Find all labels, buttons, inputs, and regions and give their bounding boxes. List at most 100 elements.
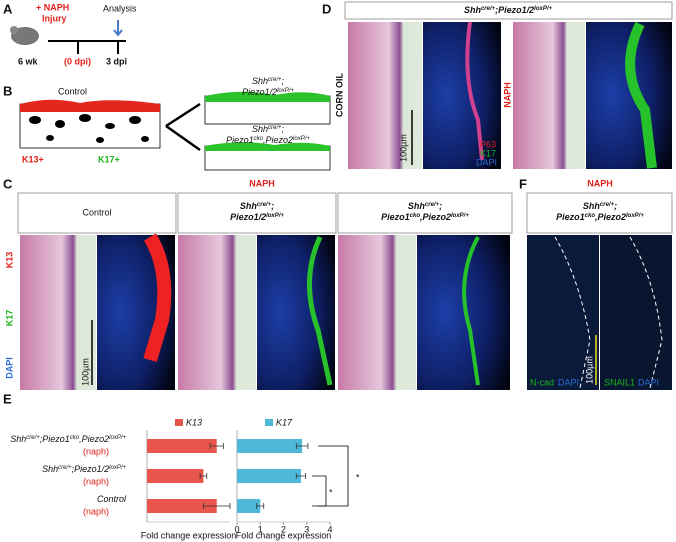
row-label: Shhcre/+;Piezo1cko,Piezo2loxP/+	[10, 434, 126, 444]
superscript: cko	[410, 213, 421, 219]
k17-layer	[205, 142, 330, 151]
fluorescence-image	[527, 235, 599, 390]
header-box	[177, 192, 337, 234]
header-box	[344, 1, 673, 20]
he-image	[513, 22, 585, 169]
stain-label: DAPI	[558, 377, 579, 387]
superscript: loxP/+	[266, 213, 284, 219]
treatment: + NAPH	[36, 2, 69, 12]
mouse-icon	[11, 27, 39, 45]
genotype-part: Shh	[10, 434, 26, 444]
k17-layer	[205, 91, 330, 102]
day0: (0 dpi)	[64, 56, 91, 66]
fluorescence-image	[600, 235, 672, 390]
genotype-part: ,Piezo2	[419, 212, 451, 222]
x-axis-label: Fold change expression	[236, 530, 332, 540]
scale-label: 100µm	[584, 356, 594, 384]
row-label: Control	[97, 494, 127, 504]
genotype-part: ,Piezo2	[263, 135, 293, 145]
genotype-part: ,Piezo2	[594, 212, 626, 222]
panel-d: D CORN OIL NAPH P63 K17 DAPI 100µm	[322, 1, 673, 169]
k13-label: K13+	[22, 154, 44, 164]
stain-label: K17	[480, 148, 496, 158]
legend-label: K17	[276, 417, 293, 427]
superscript: cre/+	[425, 202, 440, 208]
genotype: Piezo1cko,Piezo2loxP/+	[556, 212, 644, 222]
bracket	[312, 475, 327, 507]
panel-b: B Control K13+ K17+	[3, 83, 331, 171]
legend-swatch	[265, 419, 273, 426]
k17-label: K17+	[98, 154, 120, 164]
genotype-part: Shh	[408, 201, 426, 211]
analysis: Analysis	[103, 3, 137, 13]
fluorescence-image	[423, 22, 501, 169]
arrows	[165, 102, 201, 152]
fluorescence-image	[257, 235, 335, 390]
panel-label: F	[519, 176, 527, 191]
x-tick-label: 0	[234, 524, 239, 534]
k13-layer	[20, 99, 160, 112]
superscript: cre/+	[268, 77, 282, 83]
genotype-part: ,Piezo2	[79, 434, 109, 444]
injury: Injury	[42, 13, 67, 23]
k13-signal	[143, 233, 172, 363]
genotype: Shhcre/+;	[583, 201, 617, 211]
genotype-part: Piezo1/2	[230, 212, 266, 222]
genotype-part: ;Piezo1/2	[495, 5, 534, 15]
bar	[147, 499, 217, 513]
genotype: Shhcre/+;	[240, 201, 274, 211]
genotype-part: Control	[97, 494, 127, 504]
arrow	[113, 20, 123, 37]
scale-label: 100µm	[80, 358, 90, 386]
panel-label: D	[322, 1, 331, 16]
genotype-part: ;Piezo1	[40, 434, 70, 444]
stain-label: K13	[4, 252, 14, 269]
panel-a: A + NAPH Injury 6 wk (0 dpi) Analysis 3 …	[3, 1, 137, 66]
panel-label: E	[3, 391, 12, 406]
error-bar	[203, 503, 231, 509]
genotype-part: Shh	[42, 464, 58, 474]
header-box	[526, 192, 673, 234]
x-tick-label: 1	[258, 524, 263, 534]
genotype: Piezo1cko,Piezo2loxP/+	[381, 212, 469, 222]
age: 6 wk	[18, 56, 39, 66]
significance: *	[329, 487, 333, 497]
genotype-part: Piezo1	[381, 212, 410, 222]
panel-f: F NAPH N-cad DAPI SNAIL1 DAPI 100µm	[519, 176, 673, 390]
condition: NAPH	[587, 178, 613, 188]
x-tick-label: 3	[304, 524, 309, 534]
row-label: Shhcre/+;Piezo1/2loxP/+	[42, 464, 126, 474]
day3: 3 dpi	[106, 56, 127, 66]
bar	[147, 469, 204, 483]
error-bar	[199, 473, 208, 479]
superscript: cko	[70, 435, 80, 441]
superscript: loxP/+	[451, 213, 469, 219]
genotype-part: ;Piezo1/2	[72, 464, 110, 474]
boundary	[629, 236, 663, 389]
genotype: Shhcre/+;	[408, 201, 442, 211]
he-image	[348, 22, 422, 169]
panel-c: C NAPH Control K13 K17 DAPI 100µm	[3, 176, 513, 390]
superscript: loxP/+	[293, 136, 310, 142]
superscript: cre/+	[268, 125, 282, 131]
k17-signal	[462, 236, 480, 386]
x-tick-label: 2	[281, 524, 286, 534]
panel-label: B	[3, 83, 12, 98]
stain-label: DAPI	[4, 357, 14, 379]
legend-swatch	[175, 419, 183, 426]
header-box	[337, 192, 513, 234]
genotype-part: Piezo1/2	[242, 87, 277, 97]
genotype-part: ;	[439, 201, 442, 211]
panel-label: A	[3, 1, 13, 16]
superscript: cre/+	[257, 202, 272, 208]
superscript: loxP/+	[109, 435, 126, 441]
he-image	[178, 235, 256, 390]
significance: *	[356, 472, 360, 482]
legend-label: K13	[186, 417, 202, 427]
genotype-part: ;	[614, 201, 617, 211]
genotype: Piezo1/2loxP/+	[242, 87, 294, 97]
error-bar	[256, 503, 265, 509]
treatment: (naph)	[83, 446, 109, 456]
k17-signal	[625, 21, 657, 169]
superscript: cre/+	[481, 6, 496, 12]
